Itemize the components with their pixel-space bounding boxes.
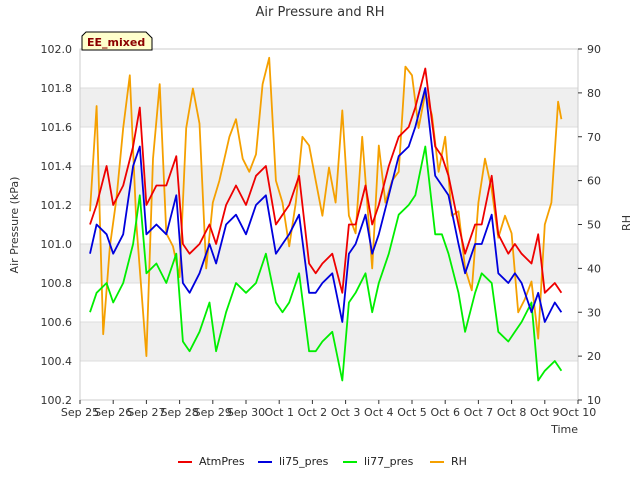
x-tick-label: Sep 28 [160,406,198,419]
right-y-tick-label: 80 [587,87,601,100]
left-y-tick-label: 100.4 [41,355,73,368]
series-line-li77-pres [89,145,563,382]
series-line-rh [89,56,563,357]
right-y-axis-label: RH [620,215,633,231]
legend: AtmPres li75_pres li77_pres RH [178,455,467,468]
left-y-axis-ticks: 100.2 100.4 100.6 100.8 101.0 101.2 101.4 101.6… [41,43,73,407]
dataset-badge-label: EE_mixed [87,36,145,49]
left-y-tick-label: 100.8 [41,277,73,290]
left-y-tick-label: 102.0 [41,43,73,56]
right-y-tick-label: 50 [587,219,601,232]
x-tick-label: Oct 6 [430,406,460,419]
left-y-tick-label: 101.8 [41,82,73,95]
x-tick-label: Oct 2 [298,406,328,419]
dataset-badge-box [81,31,153,51]
right-y-tick-label: 20 [587,350,601,363]
left-y-tick-label: 101.2 [41,199,73,212]
left-y-axis-label: Air Pressure (kPa) [8,177,21,274]
right-y-tick-label: 90 [587,43,601,56]
legend-label: RH [451,455,467,468]
left-y-tick-label: 101.6 [41,121,73,134]
legend-label: li77_pres [364,455,414,468]
x-tick-label: Oct 9 [530,406,560,419]
left-y-tick-label: 101.0 [41,238,73,251]
series-line-atmpres [89,67,563,294]
left-y-tick-label: 100.6 [41,316,73,329]
x-tick-label: Oct 3 [331,406,361,419]
right-y-axis-ticks: 10 20 30 40 50 60 70 80 90 [578,43,601,407]
right-y-tick-label: 60 [587,175,601,188]
left-y-tick-label: 101.4 [41,160,73,173]
x-tick-label: Oct 5 [397,406,427,419]
x-tick-label: Oct 10 [560,406,597,419]
x-tick-label: Oct 7 [464,406,494,419]
x-tick-label: Sep 30 [227,406,265,419]
x-tick-label: Sep 25 [61,406,99,419]
legend-label: li75_pres [279,455,329,468]
right-y-tick-label: 70 [587,131,601,144]
series-layer [89,56,563,382]
x-tick-label: Sep 29 [194,406,232,419]
grid-lines [80,48,578,401]
legend-label: AtmPres [199,455,245,468]
x-tick-label: Oct 1 [264,406,294,419]
x-tick-label: Oct 4 [364,406,394,419]
grid-band [80,322,578,361]
chart-title: Air Pressure and RH [255,5,384,20]
x-axis-label: Time [550,423,578,436]
x-tick-label: Sep 26 [94,406,132,419]
right-y-tick-label: 10 [587,394,601,407]
dataset-badge: EE_mixed [81,31,153,51]
left-y-tick-label: 100.2 [41,394,73,407]
x-tick-label: Oct 8 [497,406,527,419]
series-line-li75-pres [89,87,563,323]
grid-bands [80,88,578,361]
grid-band [80,88,578,127]
x-tick-label: Sep 27 [127,406,165,419]
right-y-tick-label: 40 [587,262,601,275]
right-y-tick-label: 30 [587,306,601,319]
